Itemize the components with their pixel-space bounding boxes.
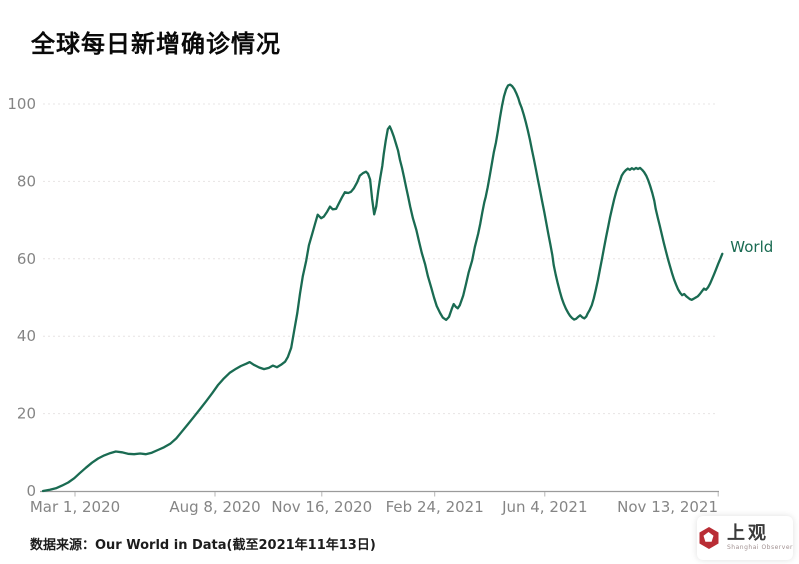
- source-note: 数据来源：Our World in Data(截至2021年11年13日): [30, 538, 376, 553]
- y-tick-label-40: 40: [17, 327, 36, 345]
- x-tick-label-4: Jun 4, 2021: [501, 498, 587, 516]
- series-label-world: World: [730, 238, 773, 256]
- y-tick-label-100: 100: [7, 95, 36, 113]
- x-tick-label-3: Feb 24, 2021: [386, 498, 484, 516]
- y-tick-label-20: 20: [17, 405, 36, 423]
- x-tick-label-1: Aug 8, 2020: [169, 498, 260, 516]
- x-tick-label-5: Nov 13, 2021: [617, 498, 718, 516]
- x-tick-label-0: Mar 1, 2020: [30, 498, 120, 516]
- chart-title: 全球每日新增确诊情况: [31, 30, 281, 58]
- y-tick-label-80: 80: [17, 172, 36, 190]
- y-tick-label-60: 60: [17, 250, 36, 268]
- world-series-line: [41, 83, 724, 493]
- y-tick-label-0: 0: [26, 482, 36, 500]
- logo-subtitle: Shanghai Observer: [727, 544, 793, 551]
- publisher-logo: 上观 Shanghai Observer: [697, 516, 793, 560]
- x-tick-label-2: Nov 16, 2020: [271, 498, 372, 516]
- logo-name: 上观: [727, 523, 769, 544]
- shanghai-observer-gem-icon: [699, 527, 719, 549]
